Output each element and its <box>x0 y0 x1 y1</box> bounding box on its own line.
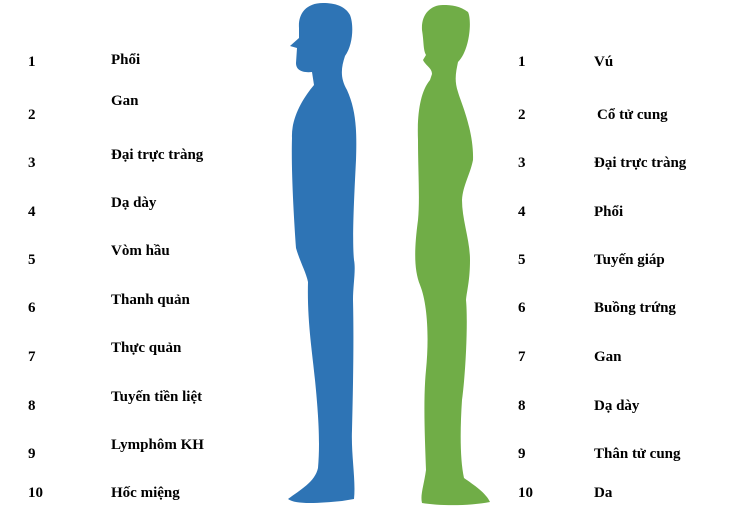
female-rank-4-name: Phổi <box>594 204 624 220</box>
female-rank-5-number: 5 <box>518 252 526 268</box>
female-rank-5-name: Tuyến giáp <box>594 252 665 268</box>
female-rank-2-name: Cổ tử cung <box>597 107 668 123</box>
male-rank-9-name: Lymphôm KH <box>111 437 204 453</box>
male-rank-3-number: 3 <box>28 155 36 171</box>
female-rank-7-number: 7 <box>518 349 526 365</box>
female-silhouette-icon <box>415 5 490 506</box>
female-rank-2-number: 2 <box>518 107 526 123</box>
female-rank-10-name: Da <box>594 485 613 501</box>
female-rank-1-name: Vú <box>594 54 614 70</box>
male-rank-2-name: Gan <box>111 93 139 109</box>
male-rank-10-number: 10 <box>28 485 43 501</box>
male-rank-7-number: 7 <box>28 349 36 365</box>
female-rank-8-number: 8 <box>518 398 526 414</box>
male-rank-6-number: 6 <box>28 300 36 316</box>
male-rank-6-name: Thanh quản <box>111 292 190 308</box>
male-rank-5-number: 5 <box>28 252 36 268</box>
male-silhouette-icon <box>288 3 357 503</box>
male-rank-9-number: 9 <box>28 446 36 462</box>
female-rank-4-number: 4 <box>518 204 526 220</box>
male-rank-1-number: 1 <box>28 54 36 70</box>
male-rank-1-name: Phổi <box>111 52 141 68</box>
male-rank-2-number: 2 <box>28 107 36 123</box>
female-rank-1-number: 1 <box>518 54 526 70</box>
male-rank-7-name: Thực quản <box>111 340 182 356</box>
female-rank-6-number: 6 <box>518 300 526 316</box>
female-rank-8-name: Dạ dày <box>594 398 640 414</box>
male-rank-3-name: Đại trực tràng <box>111 147 204 163</box>
female-rank-10-number: 10 <box>518 485 533 501</box>
male-rank-8-number: 8 <box>28 398 36 414</box>
male-rank-4-number: 4 <box>28 204 36 220</box>
male-rank-10-name: Hốc miệng <box>111 485 180 501</box>
male-rank-8-name: Tuyến tiền liệt <box>111 389 203 405</box>
female-rank-3-number: 3 <box>518 155 526 171</box>
male-rank-5-name: Vòm hầu <box>111 243 170 259</box>
female-rank-6-name: Buồng trứng <box>594 300 676 316</box>
female-rank-7-name: Gan <box>594 349 622 365</box>
female-rank-3-name: Đại trực tràng <box>594 155 687 171</box>
male-rank-4-name: Dạ dày <box>111 195 157 211</box>
female-rank-9-number: 9 <box>518 446 526 462</box>
female-rank-9-name: Thân tử cung <box>594 446 681 462</box>
